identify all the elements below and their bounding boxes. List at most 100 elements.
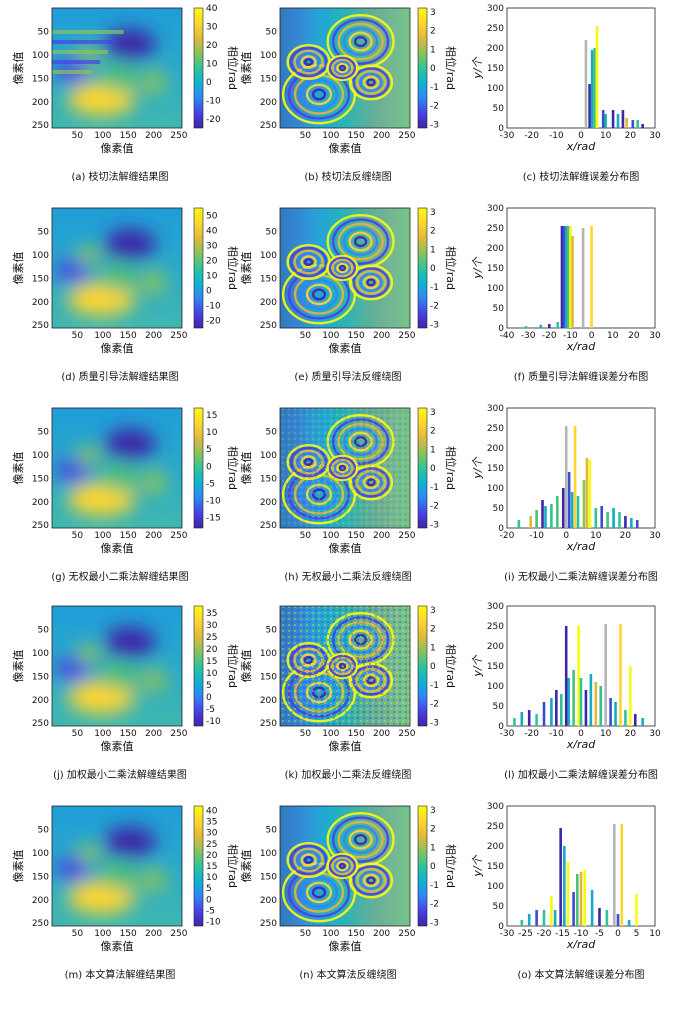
- histogram-bar: [535, 910, 538, 926]
- colorbar-label: 相位/rad: [444, 446, 458, 490]
- x-tick-label: -20: [537, 929, 552, 939]
- y-tick-label: 0: [498, 124, 504, 134]
- colorbar-tick: -1: [430, 681, 439, 691]
- x-axis-label: x/rad: [566, 540, 596, 553]
- fringe-ring: [337, 222, 384, 261]
- colorbar-tick: 35: [206, 609, 217, 619]
- x-tick-label: 100: [322, 531, 339, 541]
- colorbar-tick: 2: [430, 825, 436, 835]
- x-tick-label: 30: [649, 729, 661, 739]
- plot-area: [506, 7, 656, 129]
- y-tick-label: 150: [487, 64, 504, 74]
- colorbar-tick: -5: [206, 479, 215, 489]
- y-tick-label: 50: [266, 625, 278, 635]
- histogram-bar: [572, 670, 575, 726]
- x-tick-label: 200: [145, 131, 162, 141]
- x-tick-label: -40: [500, 331, 515, 341]
- histogram-bar: [524, 326, 528, 328]
- y-tick-label: 250: [260, 121, 277, 131]
- colorbar-tick: 0: [206, 693, 212, 703]
- colorbar-tick: 5: [206, 445, 212, 455]
- y-tick-label: 50: [38, 427, 50, 437]
- y-tick-label: 200: [260, 498, 277, 508]
- panel-frame: [279, 605, 411, 727]
- colorbar: [417, 207, 428, 329]
- y-tick-label: 250: [32, 321, 49, 331]
- fringe-ring: [303, 856, 314, 865]
- x-tick-label: 100: [322, 331, 339, 341]
- y-tick-label: 200: [487, 44, 504, 54]
- y-axis-label: y/个: [471, 854, 484, 877]
- y-axis-label: 像素值: [240, 252, 253, 285]
- x-tick-label: 150: [120, 331, 137, 341]
- x-tick-label: 20: [625, 729, 637, 739]
- phase-blob: [104, 428, 156, 460]
- x-axis-label: x/rad: [566, 340, 596, 353]
- y-tick-label: 0: [498, 722, 504, 732]
- subfigure-caption: (d) 质量引导法解缠结果图: [61, 370, 178, 383]
- histogram-bar: [567, 472, 571, 528]
- y-tick-label: 50: [38, 27, 50, 37]
- histogram-bar: [633, 714, 637, 726]
- histogram-bar: [606, 512, 609, 528]
- y-tick-label: 200: [32, 98, 49, 108]
- colorbar-tick: -1: [430, 83, 439, 93]
- phase-blob: [104, 28, 156, 60]
- colorbar-tick: 3: [430, 408, 436, 418]
- y-tick-label: 50: [266, 427, 278, 437]
- colorbar-tick: 1: [430, 643, 436, 653]
- fringe-ring: [293, 273, 345, 315]
- histogram-bar: [631, 120, 635, 128]
- x-axis-label: 像素值: [329, 142, 362, 155]
- y-tick-label: 100: [32, 251, 49, 261]
- y-tick-label: 200: [487, 244, 504, 254]
- x-axis-label: 像素值: [101, 542, 134, 555]
- y-tick-label: 250: [487, 424, 504, 434]
- histogram-bar: [560, 226, 564, 328]
- fringe-ring: [362, 873, 380, 888]
- colorbar: [193, 207, 204, 329]
- colorbar-tick: -5: [206, 705, 215, 715]
- x-tick-label: 50: [72, 531, 84, 541]
- fringe-ring: [336, 262, 349, 274]
- colorbar: [417, 805, 428, 927]
- phase-blob: [55, 856, 90, 881]
- subfigure-caption: (o) 本文算法解缠误差分布图: [517, 968, 644, 981]
- histogram-bar: [616, 914, 620, 926]
- y-tick-label: 50: [38, 227, 50, 237]
- x-tick-label: 50: [300, 331, 312, 341]
- fringe-ring: [342, 227, 379, 257]
- y-tick-label: 250: [487, 622, 504, 632]
- panel-frame: [51, 7, 183, 129]
- colorbar-tick: -2: [430, 900, 439, 910]
- y-tick-label: 150: [32, 274, 49, 284]
- x-tick-label: -30: [521, 331, 536, 341]
- x-tick-label: 200: [145, 729, 162, 739]
- y-tick-label: 150: [487, 264, 504, 274]
- x-tick-label: -30: [500, 929, 515, 939]
- fringe-ring: [338, 64, 347, 72]
- phase-blob: [101, 463, 138, 492]
- fringe-ring: [300, 853, 317, 867]
- fringe-ring: [331, 58, 354, 78]
- fringe-ring: [359, 870, 383, 890]
- histogram-bar: [605, 910, 609, 926]
- y-tick-label: 50: [493, 702, 505, 712]
- colorbar-tick: 30: [206, 829, 218, 839]
- y-axis-label: y/个: [471, 56, 484, 79]
- histogram-bar: [583, 870, 586, 926]
- colorbar-tick: 2: [430, 625, 436, 635]
- y-tick-label: 100: [260, 251, 277, 261]
- colorbar-tick: 15: [206, 657, 217, 667]
- histogram-bar: [570, 492, 574, 528]
- histogram-bar: [579, 678, 583, 726]
- phase-blob: [75, 246, 102, 266]
- x-tick-label: 150: [348, 729, 365, 739]
- y-tick-label: 250: [32, 521, 49, 531]
- branch-cut-streak: [52, 50, 108, 54]
- x-tick-label: 50: [72, 131, 84, 141]
- x-tick-label: 10: [600, 131, 612, 141]
- colorbar-tick: -3: [430, 120, 439, 130]
